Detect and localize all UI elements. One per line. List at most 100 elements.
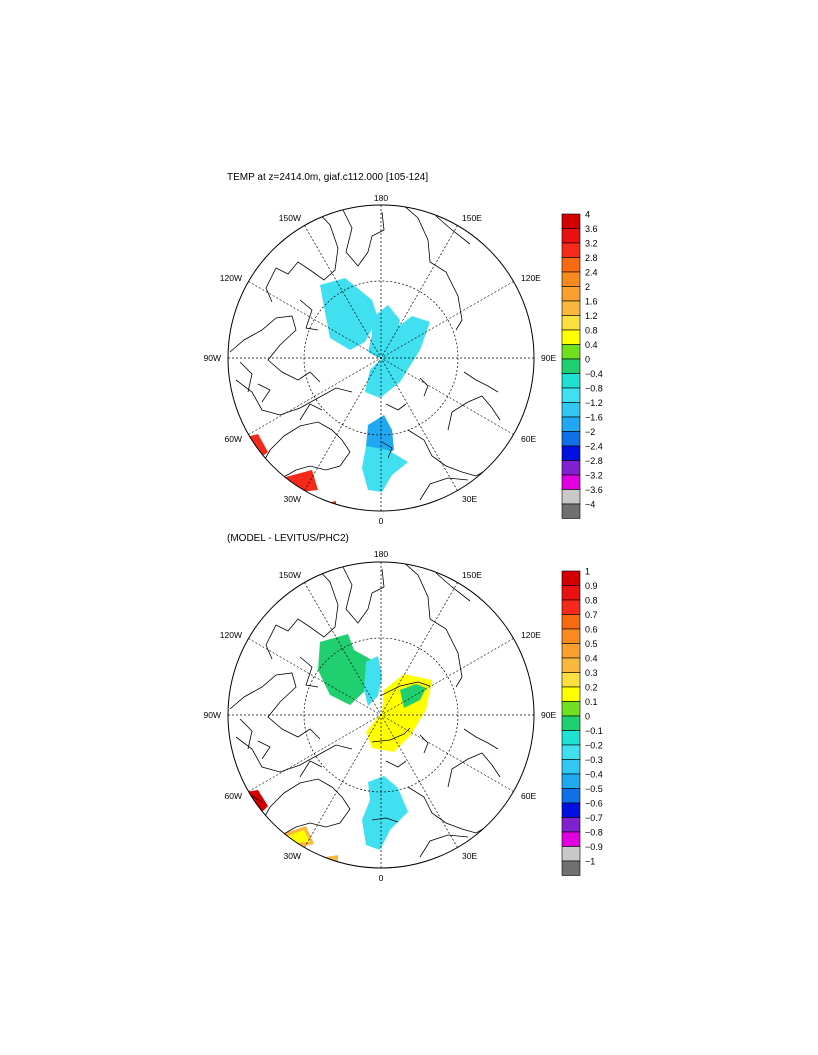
colorbar-tick-label: −0.1 — [585, 726, 603, 736]
lon-label-30e: 30E — [462, 851, 477, 861]
colorbar-tick-label: −0.7 — [585, 813, 603, 823]
map-model: 180 150E 120E 90E 60E 30E 0 30W 60W 90W … — [204, 193, 557, 526]
colorbar-tick-label: 3.6 — [585, 224, 598, 234]
field-fram-strait — [366, 415, 394, 458]
lon-label-150w: 150W — [279, 570, 301, 580]
colorbar-swatch — [561, 460, 581, 476]
colorbar-swatch — [561, 344, 581, 360]
lon-label-120e: 120E — [521, 273, 541, 283]
graticule — [228, 562, 534, 868]
lon-label-150w: 150W — [279, 213, 301, 223]
colorbar-swatch — [561, 315, 581, 331]
lon-label-60w: 60W — [225, 434, 242, 444]
colorbar-tick-label: −4 — [585, 500, 595, 510]
colorbar-tick-label: 1.2 — [585, 311, 598, 321]
colorbar-tick-label: −3.6 — [585, 485, 603, 495]
colorbar-swatch — [561, 744, 581, 760]
field-makarov-basin — [364, 656, 382, 706]
lon-label-150e: 150E — [462, 570, 482, 580]
colorbar-swatch — [561, 773, 581, 789]
colorbar-tick-label: −0.6 — [585, 799, 603, 809]
map-model-field — [229, 205, 501, 508]
colorbar-tick-label: −1.6 — [585, 413, 603, 423]
colorbar-tick-label: 0 — [585, 355, 590, 365]
colorbar-swatch — [561, 213, 581, 229]
coastlines — [229, 562, 501, 858]
colorbar-tick-label: −1 — [585, 857, 595, 867]
colorbar-swatch — [561, 628, 581, 644]
lon-label-0: 0 — [379, 516, 384, 526]
colorbar-swatch — [561, 271, 581, 287]
colorbar-swatch — [561, 657, 581, 673]
colorbar-tick-label: −0.4 — [585, 770, 603, 780]
colorbar-swatch — [561, 643, 581, 659]
colorbar-tick-label: −0.9 — [585, 842, 603, 852]
colorbar-swatch — [561, 585, 581, 601]
colorbar-swatch — [561, 817, 581, 833]
colorbar-swatch — [561, 445, 581, 461]
colorbar-swatch — [561, 860, 581, 876]
colorbar-tick-label: 4 — [585, 210, 590, 220]
colorbar-tick-label: −0.5 — [585, 784, 603, 794]
lon-label-60w: 60W — [225, 791, 242, 801]
field-labrador-sea — [243, 434, 268, 462]
lon-label-90e: 90E — [541, 353, 556, 363]
colorbar-swatch — [561, 329, 581, 345]
lon-label-30w: 30W — [284, 494, 301, 504]
colorbar-swatch — [561, 257, 581, 273]
lon-label-90w: 90W — [204, 353, 221, 363]
lon-label-90w: 90W — [204, 710, 221, 720]
map-difference-field — [229, 562, 501, 862]
lon-label-120w: 120W — [220, 630, 242, 640]
colorbar-tick-label: 0.9 — [585, 581, 598, 591]
coastlines — [229, 205, 501, 501]
map-title: TEMP at z=2414.0m, giaf.c112.000 [105-12… — [227, 172, 429, 183]
lon-label-180: 180 — [374, 193, 388, 203]
lon-label-120e: 120E — [521, 630, 541, 640]
map-difference: 180 150E 120E 90E 60E 30E 0 30W 60W 90W … — [204, 549, 557, 883]
colorbar-swatch — [561, 730, 581, 746]
colorbar-tick-label: 0.8 — [585, 326, 598, 336]
colorbar-swatch — [561, 846, 581, 862]
colorbar-difference: 1 0.9 0.8 0.7 0.6 0.5 0.4 0.3 0.2 0.1 0 −0.1 −0.2 −0.… — [561, 567, 603, 876]
colorbar-swatch — [561, 831, 581, 847]
colorbar-swatch — [561, 570, 581, 586]
colorbar-tick-label: 1.6 — [585, 297, 598, 307]
colorbar-tick-label: 2 — [585, 282, 590, 292]
colorbar-swatch — [561, 614, 581, 630]
colorbar-swatch — [561, 474, 581, 490]
colorbar-tick-label: 0.2 — [585, 683, 598, 693]
field-irminger-sea — [282, 470, 318, 492]
colorbar-tick-label: 0.8 — [585, 596, 598, 606]
lon-label-150e: 150E — [462, 213, 482, 223]
colorbar-swatch — [561, 489, 581, 505]
colorbar-swatch — [561, 402, 581, 418]
colorbar-tick-label: −0.2 — [585, 741, 603, 751]
colorbar-swatch — [561, 416, 581, 432]
colorbar-tick-label: 1 — [585, 567, 590, 577]
colorbar-tick-label: 2.4 — [585, 268, 598, 278]
colorbar-tick-label: 0.3 — [585, 668, 598, 678]
colorbar-tick-label: −0.4 — [585, 369, 603, 379]
colorbar-swatch — [561, 701, 581, 717]
lon-label-90e: 90E — [541, 710, 556, 720]
colorbar-swatch — [561, 242, 581, 258]
field-labrador-sea — [246, 790, 268, 816]
colorbar-tick-label: 0.5 — [585, 639, 598, 649]
lon-label-30w: 30W — [284, 851, 301, 861]
colorbar-swatch — [561, 802, 581, 818]
colorbar-swatch — [561, 686, 581, 702]
lon-label-30e: 30E — [462, 494, 477, 504]
colorbar-tick-label: −0.8 — [585, 384, 603, 394]
field-greenland-sea — [362, 776, 408, 850]
colorbar-swatch — [561, 759, 581, 775]
colorbar-swatch — [561, 358, 581, 374]
lon-label-120w: 120W — [220, 273, 242, 283]
colorbar-tick-label: 0.4 — [585, 340, 598, 350]
longitude-labels: 180 150E 120E 90E 60E 30E 0 30W 60W 90W … — [204, 549, 557, 883]
colorbar-swatch — [561, 503, 581, 519]
colorbar-tick-label: 0.1 — [585, 697, 598, 707]
colorbar-swatch — [561, 286, 581, 302]
colorbar-tick-label: 0.6 — [585, 625, 598, 635]
